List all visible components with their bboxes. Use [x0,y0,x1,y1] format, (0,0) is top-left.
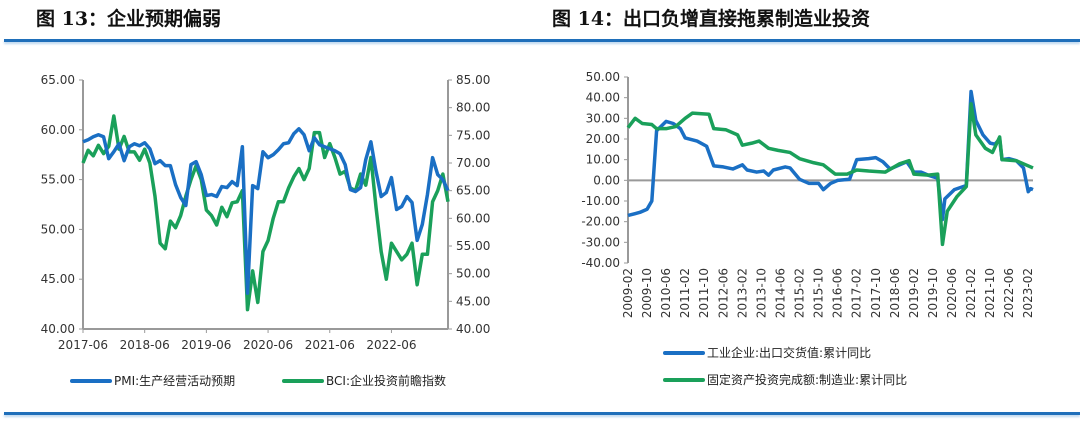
x-tick-label: 2023-02 [1021,268,1035,318]
x-tick-label: 2013-10 [754,268,768,318]
y-tick-label: -20.00 [581,215,620,229]
series-line-pmi [82,127,450,295]
legend-label: PMI:生产经营活动预期 [114,374,236,388]
y2-tick-label: 65.00 [456,184,490,198]
y-tick-label: -30.00 [581,235,620,249]
right-legend-fai: 固定资产投资完成额:制造业:累计同比 [663,371,907,388]
legend-swatch-green [663,377,705,382]
y-tick-label: -10.00 [581,194,620,208]
series-line-fai [626,102,1034,247]
y-tick-label: 50.00 [586,70,620,84]
y-tick-label: 55.00 [41,173,75,187]
x-tick-label: 2020-06 [243,338,293,352]
x-tick-label: 2013-02 [735,268,749,318]
x-tick-label: 2016-06 [831,268,845,318]
x-tick-label: 2020-06 [945,268,959,318]
x-tick-label: 2015-10 [812,268,826,318]
x-tick-label: 2019-06 [181,338,231,352]
y-tick-label: 0.00 [593,173,620,187]
y-tick-label: 45.00 [41,272,75,286]
y-tick-label: 20.00 [586,132,620,146]
x-tick-label: 2019-10 [926,268,940,318]
y-tick-label: 50.00 [41,222,75,236]
x-tick-label: 2021-06 [305,338,355,352]
y2-tick-label: 85.00 [456,73,490,87]
legend-swatch-blue [663,350,705,355]
y2-tick-label: 70.00 [456,156,490,170]
left-legend-bci: BCI:企业投资前瞻指数 [282,372,446,389]
x-tick-label: 2019-02 [907,268,921,318]
x-tick-label: 2017-06 [58,338,108,352]
legend-label: BCI:企业投资前瞻指数 [326,374,446,388]
y2-tick-label: 45.00 [456,294,490,308]
x-tick-label: 2018-06 [120,338,170,352]
x-tick-label: 2009-10 [640,268,654,318]
y-tick-label: 30.00 [586,111,620,125]
legend-swatch-green [282,378,324,383]
x-tick-label: 2011-02 [678,268,692,318]
y2-tick-label: 75.00 [456,128,490,142]
series-line-bci [81,114,450,312]
bottom-divider [4,412,1080,415]
x-tick-label: 2021-10 [983,268,997,318]
y2-tick-label: 80.00 [456,101,490,115]
x-tick-label: 2017-10 [869,268,883,318]
x-tick-label: 2014-06 [773,268,787,318]
x-tick-label: 2015-02 [793,268,807,318]
y-tick-label: -40.00 [581,256,620,270]
y-tick-label: 60.00 [41,123,75,137]
right-chart-title: 图 14：出口负增直接拖累制造业投资 [552,8,871,30]
x-tick-label: 2011-10 [697,268,711,318]
y2-tick-label: 40.00 [456,322,490,336]
x-tick-label: 2012-06 [716,268,730,318]
x-tick-label: 2022-06 [366,338,416,352]
y-tick-label: 65.00 [41,73,75,87]
legend-label: 工业企业:出口交货值:累计同比 [707,346,872,360]
legend-label: 固定资产投资完成额:制造业:累计同比 [707,373,908,387]
y2-tick-label: 60.00 [456,211,490,225]
left-chart-title: 图 13：企业预期偏弱 [36,8,222,30]
x-tick-label: 2017-02 [850,268,864,318]
y2-tick-label: 50.00 [456,267,490,281]
left-legend-pmi: PMI:生产经营活动预期 [70,372,235,389]
y-tick-label: 10.00 [586,153,620,167]
legend-swatch-blue [70,378,112,383]
x-tick-label: 2018-06 [888,268,902,318]
x-tick-label: 2022-06 [1002,268,1016,318]
x-tick-label: 2021-02 [964,268,978,318]
x-tick-label: 2010-06 [659,268,673,318]
y-tick-label: 40.00 [586,91,620,105]
y2-tick-label: 55.00 [456,239,490,253]
top-divider [4,39,1080,42]
right-legend-export: 工业企业:出口交货值:累计同比 [663,344,871,361]
x-tick-label: 2009-02 [621,268,635,318]
y-tick-label: 40.00 [41,322,75,336]
series-line-export [627,89,1034,222]
